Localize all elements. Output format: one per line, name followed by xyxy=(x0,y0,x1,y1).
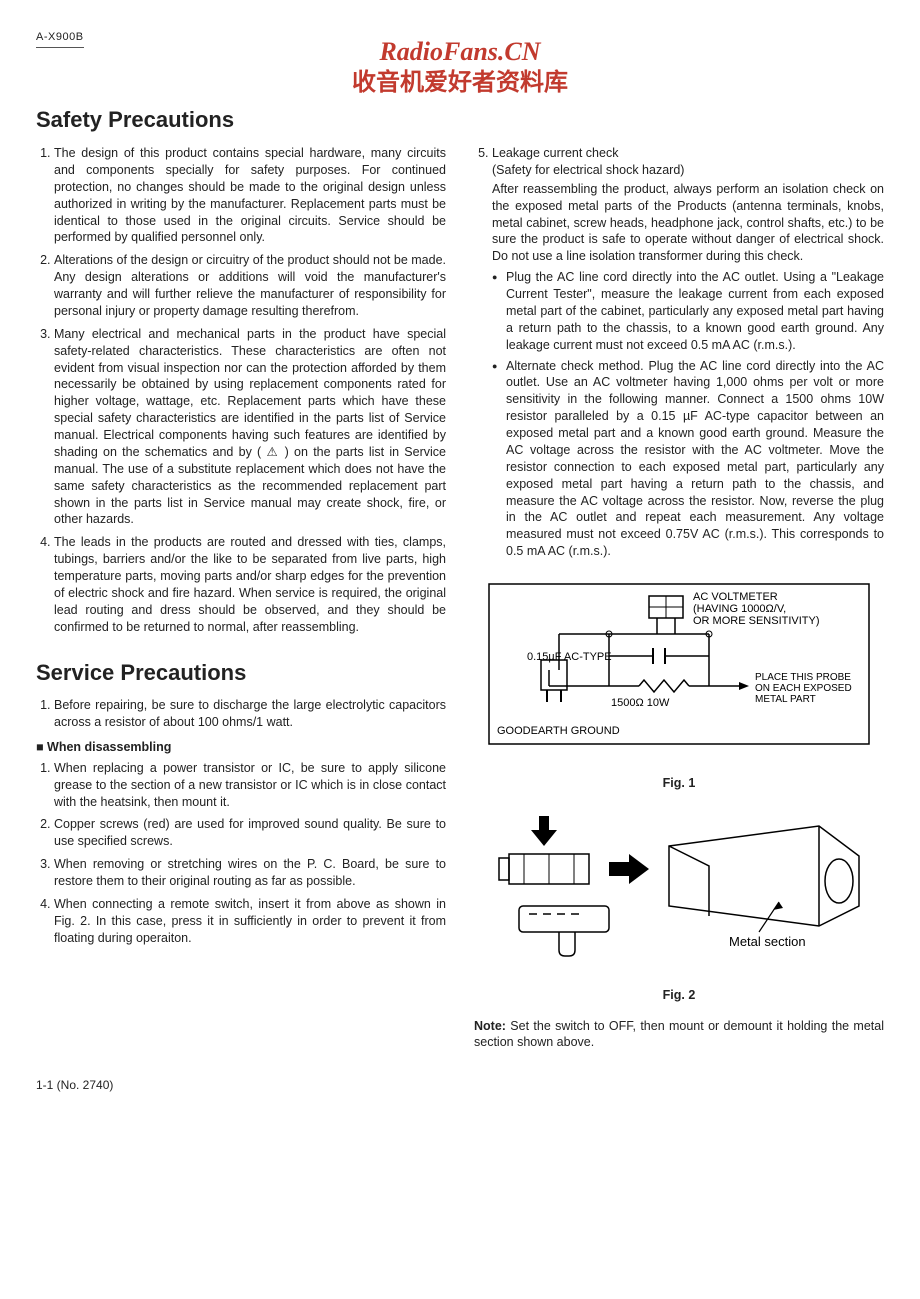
service-item-3: When removing or stretching wires on the… xyxy=(54,856,446,890)
svg-text:ON EACH EXPOSED: ON EACH EXPOSED xyxy=(755,683,852,694)
safety-list-left: The design of this product contains spec… xyxy=(36,145,446,636)
right-column: Leakage current check (Safety for electr… xyxy=(474,145,884,1051)
item5-bullets: Plug the AC line cord directly into the … xyxy=(492,269,884,560)
figure-2: Metal section xyxy=(474,806,884,981)
item5-bullet-2: Alternate check method. Plug the AC line… xyxy=(492,358,884,561)
svg-text:GOODEARTH GROUND: GOODEARTH GROUND xyxy=(497,725,620,737)
service-intro-item: Before repairing, be sure to discharge t… xyxy=(54,697,446,731)
svg-text:1500Ω 10W: 1500Ω 10W xyxy=(611,697,670,709)
safety-item-3: Many electrical and mechanical parts in … xyxy=(54,326,446,529)
item5-title: Leakage current check xyxy=(492,146,618,160)
item5-bullet-1: Plug the AC line cord directly into the … xyxy=(492,269,884,353)
fig1-svg: AC VOLTMETER (HAVING 1000Ω/V, OR MORE SE… xyxy=(479,574,879,764)
service-intro-list: Before repairing, be sure to discharge t… xyxy=(36,697,446,731)
watermark: RadioFans.CN 收音机爱好者资料库 xyxy=(36,34,884,99)
service-title: Service Precautions xyxy=(36,658,446,688)
note: Note: Set the switch to OFF, then mount … xyxy=(474,1018,884,1052)
fig1-caption: Fig. 1 xyxy=(474,775,884,792)
svg-text:OR MORE SENSITIVITY): OR MORE SENSITIVITY) xyxy=(693,615,820,627)
service-item-1: When replacing a power transistor or IC,… xyxy=(54,760,446,811)
service-item-2: Copper screws (red) are used for improve… xyxy=(54,816,446,850)
svg-text:PLACE THIS PROBE: PLACE THIS PROBE xyxy=(755,672,851,683)
safety-item-5: Leakage current check (Safety for electr… xyxy=(492,145,884,560)
header-model: A-X900B xyxy=(36,30,84,48)
page-footer: 1-1 (No. 2740) xyxy=(36,1077,884,1093)
safety-list-right: Leakage current check (Safety for electr… xyxy=(474,145,884,560)
svg-text:Metal section: Metal section xyxy=(729,934,806,949)
item5-intro: After reassembling the product, always p… xyxy=(492,181,884,265)
service-item-4: When connecting a remote switch, insert … xyxy=(54,896,446,947)
figure-1: AC VOLTMETER (HAVING 1000Ω/V, OR MORE SE… xyxy=(474,574,884,769)
safety-item-1: The design of this product contains spec… xyxy=(54,145,446,246)
service-list: When replacing a power transistor or IC,… xyxy=(36,760,446,947)
svg-text:AC VOLTMETER: AC VOLTMETER xyxy=(693,591,778,603)
watermark-line1: RadioFans.CN xyxy=(36,34,884,69)
left-column: The design of this product contains spec… xyxy=(36,145,446,1051)
svg-text:METAL PART: METAL PART xyxy=(755,694,816,705)
watermark-line2: 收音机爱好者资料库 xyxy=(36,67,884,99)
svg-text:(HAVING 1000Ω/V,: (HAVING 1000Ω/V, xyxy=(693,603,786,615)
note-text: Set the switch to OFF, then mount or dem… xyxy=(474,1019,884,1050)
disassembling-subhead: When disassembling xyxy=(36,739,446,756)
fig2-caption: Fig. 2 xyxy=(474,987,884,1004)
safety-item-4: The leads in the products are routed and… xyxy=(54,534,446,635)
safety-title: Safety Precautions xyxy=(36,105,884,135)
safety-item-2: Alterations of the design or circuitry o… xyxy=(54,252,446,320)
note-prefix: Note: xyxy=(474,1019,506,1033)
fig2-svg: Metal section xyxy=(479,806,879,976)
svg-text:0.15µF AC-TYPE: 0.15µF AC-TYPE xyxy=(527,651,612,663)
item5-subtitle: (Safety for electrical shock hazard) xyxy=(492,163,684,177)
